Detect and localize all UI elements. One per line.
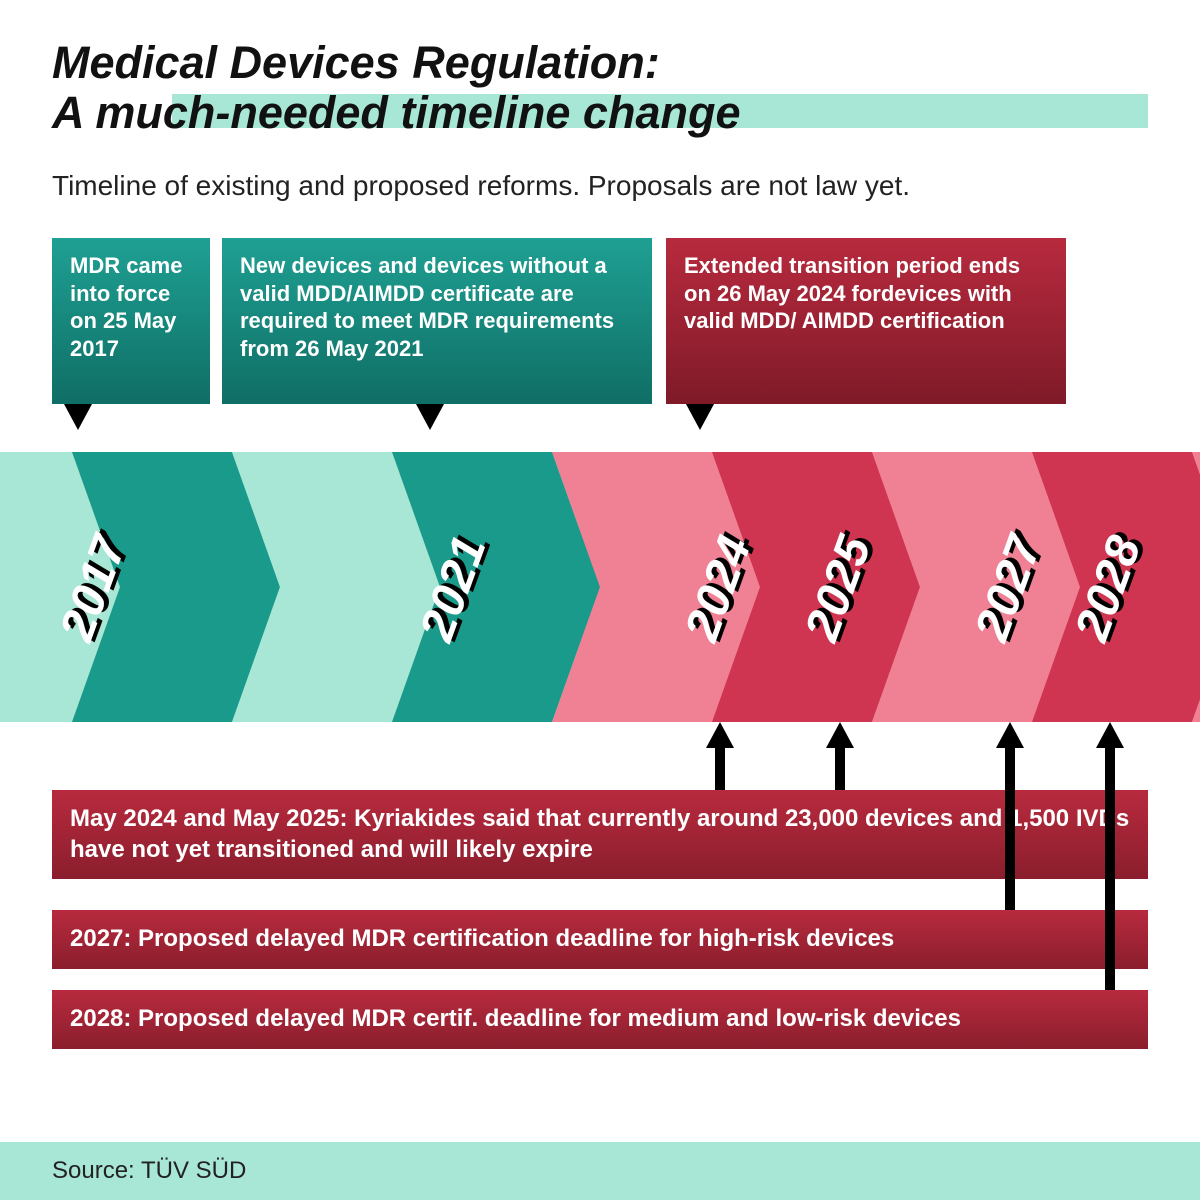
top-callout-0: MDR came into force on 25 May 2017: [52, 238, 210, 404]
source-bar: Source: TÜV SÜD: [0, 1142, 1200, 1200]
callout-pointer-icon: [826, 722, 854, 748]
source-text: Source: TÜV SÜD: [52, 1157, 246, 1185]
callout-pointer-icon: [706, 722, 734, 748]
title-block: Medical Devices Regulation: A much-neede…: [52, 38, 1148, 139]
callout-pointer-icon: [416, 404, 444, 430]
title-line-2: A much-needed timeline change: [52, 87, 740, 138]
pointer-stem: [1005, 746, 1015, 910]
top-callout-1: New devices and devices without a valid …: [222, 238, 652, 404]
pointer-stem: [835, 746, 845, 790]
bottom-callout-2: 2028: Proposed delayed MDR certif. deadl…: [52, 990, 1148, 1049]
callout-pointer-icon: [1096, 722, 1124, 748]
top-callout-2: Extended transition period ends on 26 Ma…: [666, 238, 1066, 404]
bottom-callout-0: May 2024 and May 2025: Kyriakides said t…: [52, 790, 1148, 879]
pointer-stem: [715, 746, 725, 790]
timeline: 201720212024202520272028: [0, 452, 1200, 722]
pointer-stem: [1105, 746, 1115, 990]
callout-pointer-icon: [686, 404, 714, 430]
callout-pointer-icon: [64, 404, 92, 430]
callout-pointer-icon: [996, 722, 1024, 748]
subtitle: Timeline of existing and proposed reform…: [52, 170, 1148, 202]
bottom-callout-1: 2027: Proposed delayed MDR certification…: [52, 910, 1148, 969]
title-line-1: Medical Devices Regulation:: [52, 37, 660, 88]
page-title: Medical Devices Regulation: A much-neede…: [52, 38, 1148, 139]
